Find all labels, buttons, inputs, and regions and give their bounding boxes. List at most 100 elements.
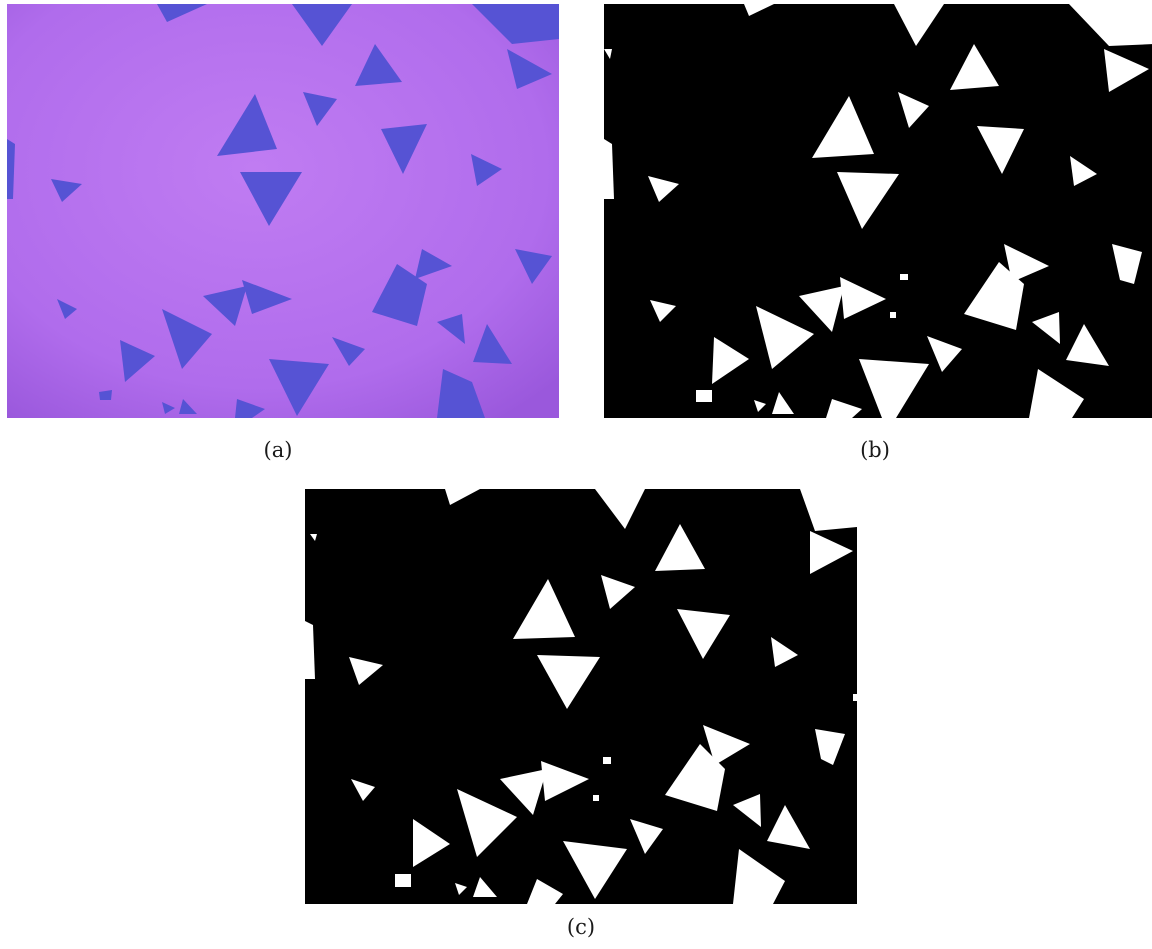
micrograph-image bbox=[7, 4, 559, 418]
mask-flake bbox=[563, 841, 627, 899]
mask-flake bbox=[733, 794, 761, 827]
flake bbox=[381, 124, 427, 174]
mask-flake bbox=[826, 399, 862, 418]
mask-flake bbox=[964, 262, 1024, 330]
mask-flake bbox=[890, 312, 896, 318]
mask-flake bbox=[772, 392, 794, 414]
mask-flake bbox=[1069, 4, 1152, 46]
mask-flake bbox=[513, 579, 575, 639]
mask-flake bbox=[541, 761, 589, 801]
mask-image-b bbox=[604, 4, 1152, 418]
caption-c: (c) bbox=[566, 915, 596, 939]
mask-flake bbox=[754, 400, 766, 412]
mask-flake bbox=[799, 286, 844, 332]
mask-flake bbox=[837, 172, 899, 229]
mask-flake bbox=[537, 655, 600, 709]
flake bbox=[240, 172, 302, 226]
mask-flake bbox=[1066, 324, 1109, 366]
flake bbox=[355, 44, 402, 86]
mask-flake-group bbox=[604, 4, 1152, 418]
mask-flake bbox=[677, 609, 730, 659]
mask-flake bbox=[744, 4, 774, 16]
mask-flake bbox=[900, 274, 908, 280]
flake bbox=[292, 4, 352, 46]
mask-flake bbox=[810, 531, 853, 574]
mask-flake bbox=[703, 725, 750, 765]
mask-flake bbox=[1070, 156, 1097, 186]
mask-flake bbox=[305, 621, 315, 679]
mask-flake bbox=[840, 277, 886, 319]
mask-flake bbox=[815, 729, 845, 765]
mask-flake bbox=[593, 795, 599, 801]
flake bbox=[471, 154, 502, 186]
flake bbox=[179, 399, 197, 414]
flake bbox=[515, 249, 552, 284]
segmentation-panel-c bbox=[305, 489, 857, 904]
mask-flake bbox=[812, 96, 874, 158]
flake bbox=[507, 49, 552, 89]
flake bbox=[235, 399, 265, 418]
mask-flake bbox=[650, 300, 676, 322]
mask-flake bbox=[853, 694, 857, 701]
flake bbox=[473, 324, 512, 364]
mask-flake bbox=[655, 524, 705, 571]
mask-flake bbox=[1029, 369, 1084, 418]
mask-flake bbox=[927, 336, 962, 372]
flake bbox=[472, 4, 559, 44]
caption-b: (b) bbox=[860, 438, 890, 462]
flake bbox=[99, 390, 112, 400]
flake bbox=[332, 337, 365, 366]
mask-flake bbox=[1104, 49, 1149, 92]
mask-flake bbox=[950, 44, 999, 90]
flake-group bbox=[7, 4, 559, 418]
flake bbox=[157, 4, 207, 22]
mask-background bbox=[604, 4, 1152, 418]
flake bbox=[217, 94, 277, 156]
mask-flake bbox=[527, 879, 563, 904]
micrograph-panel-a bbox=[7, 4, 559, 418]
mask-flake bbox=[1032, 312, 1060, 344]
mask-flake bbox=[457, 789, 517, 857]
mask-flake bbox=[351, 779, 375, 801]
mask-flake bbox=[771, 637, 798, 667]
mask-flake bbox=[859, 359, 929, 418]
mask-flake bbox=[648, 176, 679, 202]
mask-flake bbox=[1004, 244, 1049, 282]
flake bbox=[120, 340, 155, 382]
mask-flake bbox=[898, 92, 929, 128]
mask-flake bbox=[733, 849, 785, 904]
flake bbox=[242, 280, 292, 314]
substrate-background bbox=[7, 4, 559, 418]
flake bbox=[51, 179, 82, 202]
flake bbox=[162, 402, 175, 414]
mask-flake bbox=[756, 306, 814, 369]
mask-flake bbox=[413, 819, 450, 867]
mask-flake bbox=[767, 805, 810, 849]
mask-flake bbox=[800, 489, 857, 531]
mask-flake bbox=[977, 126, 1024, 174]
mask-flake bbox=[310, 534, 317, 541]
flake bbox=[203, 286, 247, 326]
mask-flake bbox=[601, 575, 635, 609]
caption-a: (a) bbox=[263, 438, 293, 462]
mask-flake bbox=[630, 819, 663, 854]
mask-flake bbox=[894, 4, 944, 46]
mask-flake-group bbox=[305, 489, 857, 904]
mask-flake bbox=[395, 874, 411, 887]
mask-image-c bbox=[305, 489, 857, 904]
mask-flake bbox=[604, 49, 612, 59]
mask-flake bbox=[604, 139, 614, 199]
flake bbox=[437, 314, 465, 344]
mask-flake bbox=[455, 883, 467, 895]
mask-flake bbox=[595, 489, 645, 529]
mask-flake bbox=[349, 657, 383, 685]
flake bbox=[372, 264, 427, 326]
mask-flake bbox=[603, 757, 611, 764]
flake bbox=[437, 369, 485, 418]
flake bbox=[162, 309, 212, 369]
mask-flake bbox=[473, 877, 497, 897]
mask-flake bbox=[665, 744, 725, 811]
mask-flake bbox=[696, 390, 712, 402]
segmentation-panel-b bbox=[604, 4, 1152, 418]
flake bbox=[303, 92, 337, 126]
